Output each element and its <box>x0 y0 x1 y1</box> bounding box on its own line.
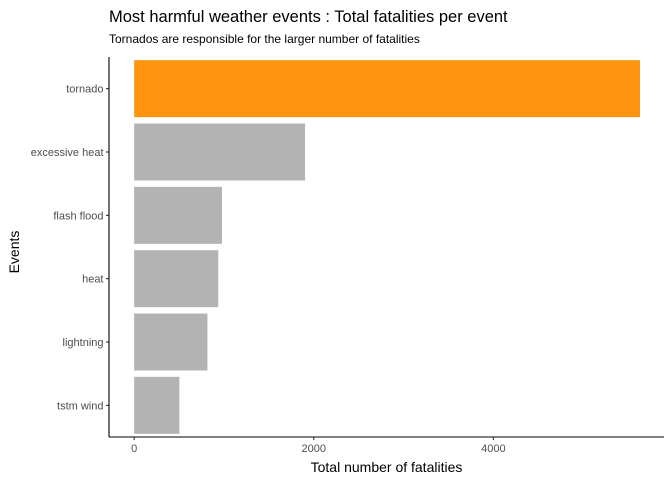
x-tick-label: 4000 <box>481 443 505 455</box>
bars-group <box>134 60 641 434</box>
y-tick-label: tornado <box>66 84 103 96</box>
y-axis-title: Events <box>6 231 22 274</box>
chart-subtitle: Tornados are responsible for the larger … <box>109 32 420 46</box>
x-axis-title: Total number of fatalities <box>311 459 463 475</box>
y-tick-label: lightning <box>63 337 104 349</box>
bar-tornado <box>134 60 641 118</box>
y-axis: tornado excessive heat flash flood heat ligh… <box>31 57 110 437</box>
bar-lightning <box>134 313 208 371</box>
x-axis: 0 2000 4000 <box>109 436 664 455</box>
bar-flash-flood <box>134 186 222 244</box>
bar-excessive-heat <box>134 123 306 181</box>
y-tick-label: tstm wind <box>57 400 103 412</box>
y-tick-label: heat <box>82 274 103 286</box>
chart-title: Most harmful weather events : Total fata… <box>109 8 508 26</box>
y-tick-label: flash flood <box>53 210 103 222</box>
y-tick-label: excessive heat <box>31 147 104 159</box>
bar-tstm-wind <box>134 376 180 434</box>
bar-heat <box>134 250 219 308</box>
x-tick-label: 0 <box>131 443 137 455</box>
x-tick-label: 2000 <box>302 443 326 455</box>
